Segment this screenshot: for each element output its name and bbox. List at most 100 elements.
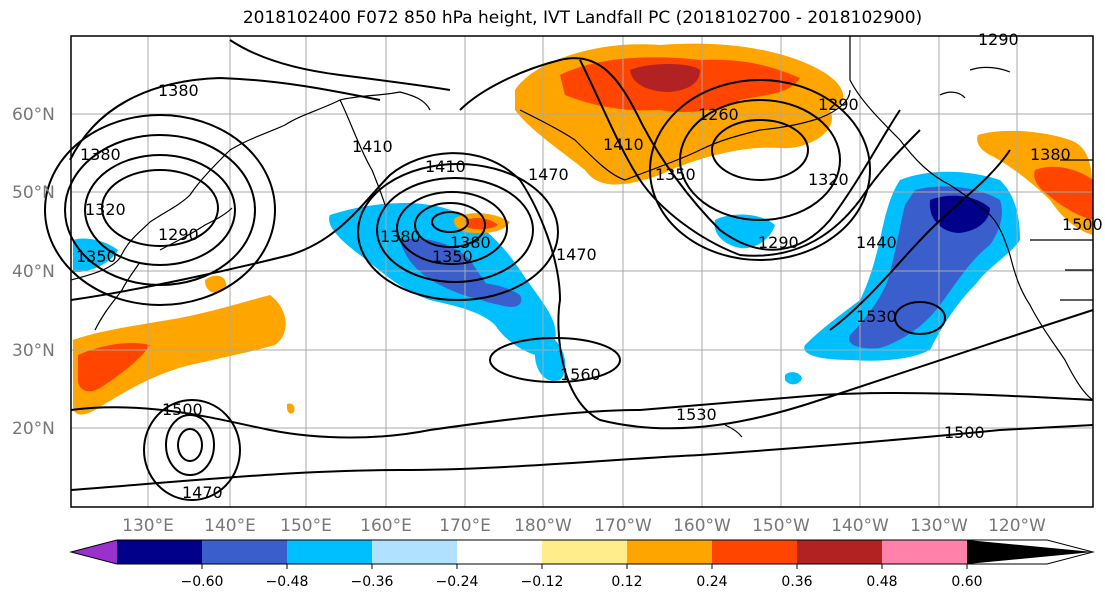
contour-label: 1350 — [655, 165, 696, 184]
contour-line — [70, 152, 1094, 430]
colorbar-tick-label: −0.24 — [436, 574, 479, 590]
lon-label: 160°E — [360, 516, 412, 536]
contour-label: 1380 — [450, 233, 491, 252]
colorbar-segment — [542, 540, 627, 564]
contour-label: 1380 — [80, 145, 121, 164]
contour-label: 1380 — [380, 227, 421, 246]
longitude-labels: 130°E 140°E 150°E 160°E 170°E 180°W 170°… — [122, 516, 1046, 536]
lat-label: 40°N — [12, 262, 55, 282]
contour-line — [229, 39, 451, 91]
lat-label: 50°N — [12, 183, 55, 203]
contour-line — [649, 79, 871, 261]
contour-line — [44, 114, 276, 306]
negative-ivt-region — [785, 372, 802, 385]
contour-label: 1260 — [698, 105, 739, 124]
coastlines — [70, 36, 1094, 438]
lat-label: 20°N — [12, 419, 55, 439]
map-panel: 1380 1380 1320 1290 1350 1410 1410 1380 … — [44, 30, 1103, 508]
state-borders — [1030, 159, 1093, 301]
contour-label: 1320 — [85, 200, 126, 219]
contour-line — [101, 169, 219, 247]
contour-label: 1470 — [528, 165, 569, 184]
coastline-alaska-west — [519, 109, 626, 181]
colorbar-segment — [882, 540, 967, 564]
coastline-north-america — [849, 36, 1094, 401]
coastline-korea — [94, 261, 141, 331]
map-frame — [70, 35, 1094, 508]
coastline-alaska-south — [624, 89, 851, 181]
ivt-shading — [73, 43, 1093, 415]
hawaii — [724, 424, 743, 438]
contour-label: 1290 — [758, 233, 799, 252]
lon-label: 120°W — [988, 516, 1046, 536]
positive-ivt-region — [465, 217, 498, 230]
contour-label: 1380 — [158, 81, 199, 100]
colorbar-segment — [457, 540, 542, 564]
colorbar-segment — [372, 540, 457, 564]
contour-label: 1290 — [978, 30, 1019, 49]
contour-line — [70, 391, 1094, 439]
lon-label: 170°E — [439, 516, 491, 536]
contour-label: 1470 — [556, 245, 597, 264]
contour-line — [414, 202, 486, 248]
colorbar-tick-label: −0.36 — [351, 574, 394, 590]
positive-ivt-region — [630, 64, 700, 92]
contour-line — [177, 428, 203, 462]
contour-label: 1290 — [818, 95, 859, 114]
contour-label: 1320 — [808, 170, 849, 189]
lon-label: 170°W — [594, 516, 652, 536]
latitude-labels: 60°N 50°N 40°N 30°N 20°N — [12, 105, 55, 439]
negative-ivt-region — [714, 214, 775, 249]
colorbar-tick-label: 0.48 — [866, 574, 897, 590]
lon-label: 160°W — [673, 516, 731, 536]
contour-labels: 1380 1380 1320 1290 1350 1410 1410 1380 … — [76, 30, 1103, 502]
lon-label: 150°W — [752, 516, 810, 536]
contour-line — [70, 424, 1094, 491]
positive-ivt-region — [286, 403, 295, 414]
colorbar-tick-label: −0.48 — [266, 574, 309, 590]
positive-ivt-region — [78, 343, 150, 392]
contour-label: 1410 — [603, 135, 644, 154]
contour-line — [376, 177, 534, 283]
contour-label: 1500 — [1062, 215, 1103, 234]
lon-label: 140°E — [204, 516, 256, 536]
positive-ivt-region — [205, 275, 227, 293]
contour-line — [679, 99, 841, 221]
contour-label: 1410 — [425, 157, 466, 176]
contour-line — [357, 163, 559, 301]
negative-ivt-region — [329, 203, 566, 381]
colorbar-segment — [712, 540, 797, 564]
colorbar-segment — [967, 540, 1093, 564]
contour-label: 1470 — [182, 483, 223, 502]
contour-line — [489, 337, 621, 383]
height-contours — [44, 39, 1094, 501]
colorbar-segment — [627, 540, 712, 564]
contour-line — [396, 191, 508, 265]
lon-label: 130°E — [122, 516, 174, 536]
colorbar-tick-label: 0.12 — [611, 574, 642, 590]
contour-label: 1560 — [560, 365, 601, 384]
colorbar: −0.60 −0.48 −0.36 −0.24 −0.12 0.12 0.24 … — [69, 539, 1095, 590]
contour-line — [69, 76, 381, 161]
lon-label: 130°W — [910, 516, 968, 536]
negative-ivt-region — [73, 238, 118, 272]
contour-label: 1350 — [432, 247, 473, 266]
contour-label: 1530 — [676, 405, 717, 424]
contour-line — [829, 149, 1011, 331]
contour-line — [459, 57, 901, 251]
contour-line — [431, 211, 469, 233]
coastline-japan — [159, 207, 233, 251]
contour-label: 1500 — [944, 423, 985, 442]
lat-label: 60°N — [12, 105, 55, 125]
colorbar-ticks — [201, 564, 968, 569]
contour-line — [711, 119, 809, 181]
contour-line — [165, 414, 215, 476]
contour-line — [894, 301, 946, 335]
arctic-islands — [939, 66, 1011, 99]
colorbar-segment — [117, 540, 202, 564]
positive-ivt-region — [73, 295, 286, 415]
contour-label: 1530 — [856, 307, 897, 326]
negative-ivt-region — [460, 283, 522, 307]
lon-label: 150°E — [280, 516, 332, 536]
